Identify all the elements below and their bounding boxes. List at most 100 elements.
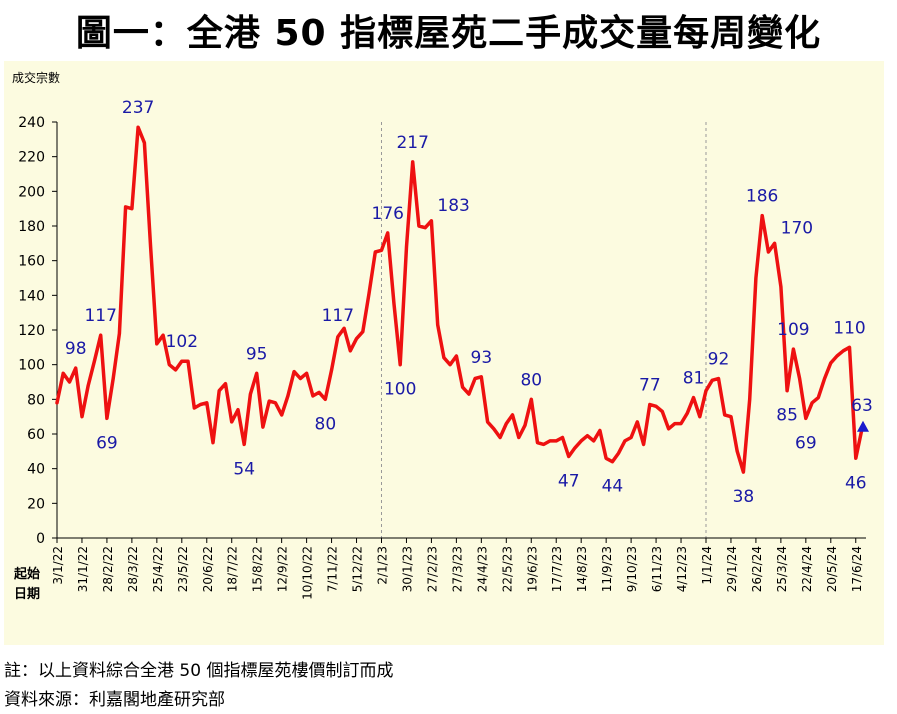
data-point	[592, 439, 595, 443]
x-tick-label: 28/3/22	[126, 546, 140, 592]
data-label: 47	[558, 472, 580, 492]
data-point	[661, 410, 664, 413]
y-tick-label: 180	[18, 219, 45, 235]
data-point	[654, 405, 658, 408]
data-label: 183	[437, 196, 469, 216]
data-label: 237	[122, 98, 154, 118]
data-point	[255, 372, 258, 375]
x-tick-label: 28/2/22	[101, 546, 115, 592]
data-label: 81	[683, 369, 705, 389]
x-tick-label: 12/9/22	[276, 546, 290, 592]
data-point	[486, 420, 489, 424]
x-tick-label: 25/3/24	[775, 546, 789, 592]
x-tick-label: 5/12/22	[351, 546, 365, 592]
data-point	[636, 420, 639, 424]
x-tick-label: 17/7/23	[550, 546, 564, 592]
data-point	[698, 415, 701, 418]
x-tick-label: 22/4/24	[800, 546, 814, 592]
data-label: 77	[639, 376, 661, 396]
x-tick-label: 31/1/22	[76, 546, 90, 592]
data-point	[299, 377, 302, 380]
data-point	[311, 394, 315, 398]
data-point	[155, 342, 159, 346]
data-point	[292, 370, 296, 373]
data-label: 98	[65, 339, 87, 359]
data-point	[673, 422, 676, 425]
data-point	[804, 417, 808, 420]
latest-marker	[857, 420, 869, 432]
x-tick-label: 4/12/23	[675, 546, 689, 592]
data-point	[536, 441, 539, 444]
data-point	[604, 457, 608, 460]
x-tick-label: 14/8/23	[575, 546, 589, 592]
data-label: 100	[384, 380, 416, 400]
data-label: 186	[746, 187, 778, 207]
data-label: 117	[322, 306, 354, 326]
data-point	[62, 372, 65, 375]
data-point	[611, 460, 614, 463]
y-tick-label: 60	[27, 427, 45, 443]
data-label: 102	[166, 332, 198, 352]
data-point	[392, 302, 396, 306]
data-label: 80	[315, 414, 337, 434]
data-point	[798, 377, 801, 380]
x-tick-label: 23/5/22	[176, 546, 190, 592]
data-point	[555, 439, 558, 443]
data-point	[105, 417, 109, 420]
data-point	[854, 457, 857, 460]
data-point	[686, 412, 689, 415]
data-point	[111, 377, 115, 380]
data-label: 176	[372, 204, 404, 224]
data-point	[517, 436, 520, 439]
data-label: 80	[520, 370, 542, 390]
data-point	[542, 443, 545, 446]
y-tick-label: 200	[18, 184, 45, 200]
data-point	[280, 413, 283, 417]
data-point	[642, 443, 645, 446]
data-point	[667, 427, 670, 430]
data-point	[629, 436, 633, 439]
data-point	[448, 363, 452, 366]
source-note: 資料來源：利嘉閣地產研究部	[4, 690, 225, 710]
data-point	[180, 360, 184, 363]
data-label: 117	[84, 306, 116, 326]
data-point	[623, 439, 627, 443]
data-point	[124, 205, 127, 209]
data-label: 92	[708, 350, 730, 370]
data-point	[835, 354, 839, 358]
data-point	[579, 439, 583, 443]
y-tick-label: 100	[18, 358, 45, 374]
data-label: 69	[96, 433, 118, 453]
data-point	[436, 323, 439, 326]
data-point	[87, 384, 90, 387]
data-point	[55, 401, 59, 404]
data-point	[374, 250, 377, 254]
data-point	[405, 245, 408, 248]
data-point	[174, 368, 177, 372]
data-point	[230, 420, 233, 424]
data-point	[193, 406, 196, 410]
data-label: 46	[845, 473, 867, 493]
data-label: 109	[777, 320, 809, 340]
data-point	[417, 224, 421, 228]
data-point	[349, 349, 352, 352]
x-tick-label: 1/1/24	[700, 546, 714, 585]
data-point	[80, 415, 84, 418]
data-point	[773, 242, 776, 245]
series-line	[55, 125, 864, 474]
data-point	[411, 160, 414, 164]
x-tick-label: 26/2/24	[750, 546, 764, 592]
data-point	[760, 214, 764, 217]
x-tick-label: 2/1/23	[375, 546, 389, 585]
x-tick-label: 30/1/23	[400, 546, 414, 592]
x-tick-label: 6/11/23	[650, 546, 664, 592]
y-tick-label: 80	[27, 392, 45, 408]
data-label: 63	[851, 396, 873, 416]
data-point	[648, 403, 652, 406]
x-tick-label: 18/7/22	[226, 546, 240, 592]
x-tick-label: 9/10/23	[625, 546, 639, 592]
data-point	[511, 413, 514, 417]
data-point	[224, 382, 227, 385]
x-tick-label: 29/1/24	[725, 546, 739, 592]
data-point	[779, 285, 783, 288]
